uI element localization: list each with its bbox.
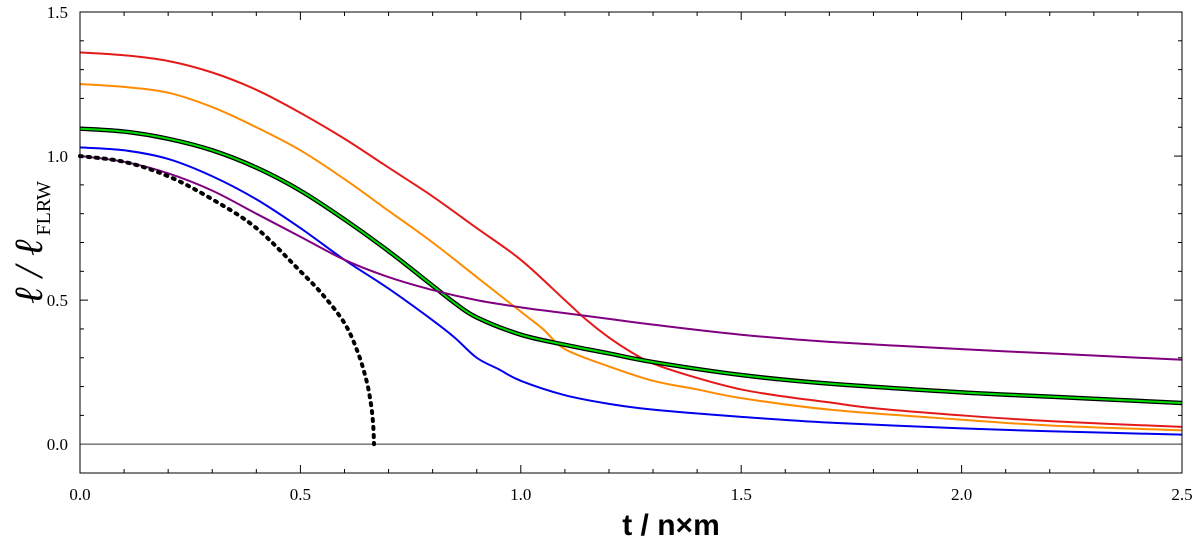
svg-text:ℓ / ℓ FLRW: ℓ / ℓ FLRW xyxy=(6,181,55,304)
x-axis-label: t / n×m xyxy=(622,509,720,542)
y-tick-label: 1.0 xyxy=(47,147,68,166)
series-red-line xyxy=(79,51,1183,428)
y-axis-label: ℓ / ℓ FLRW xyxy=(6,181,55,304)
x-tick-label: 2.0 xyxy=(951,485,972,504)
y-axis-label-main: ℓ / ℓ xyxy=(6,239,51,304)
axis-ticks xyxy=(79,11,1183,474)
y-tick-label: 0.5 xyxy=(47,291,68,310)
series-green-outline xyxy=(79,126,1183,406)
series-purple-line xyxy=(79,155,1183,361)
tick-labels: 0.0 0.5 1.0 1.5 2.0 2.5 0.0 0.5 1.0 1.5 xyxy=(47,3,1193,504)
y-axis-label-sub: FLRW xyxy=(33,181,55,236)
series-orange-line xyxy=(79,83,1183,432)
plot-frame xyxy=(79,11,1183,474)
series-dotted-reference-line xyxy=(78,154,377,447)
series-green-line xyxy=(79,127,1183,404)
x-tick-label: 2.5 xyxy=(1171,485,1192,504)
x-tick-label: 0.5 xyxy=(290,485,311,504)
series-blue-line xyxy=(79,146,1183,436)
y-tick-label: 0.0 xyxy=(47,435,68,454)
y-tick-label: 1.5 xyxy=(47,3,68,22)
x-tick-label: 1.0 xyxy=(510,485,531,504)
series-group xyxy=(78,51,1183,447)
x-tick-label: 1.5 xyxy=(731,485,752,504)
x-tick-label: 0.0 xyxy=(69,485,90,504)
